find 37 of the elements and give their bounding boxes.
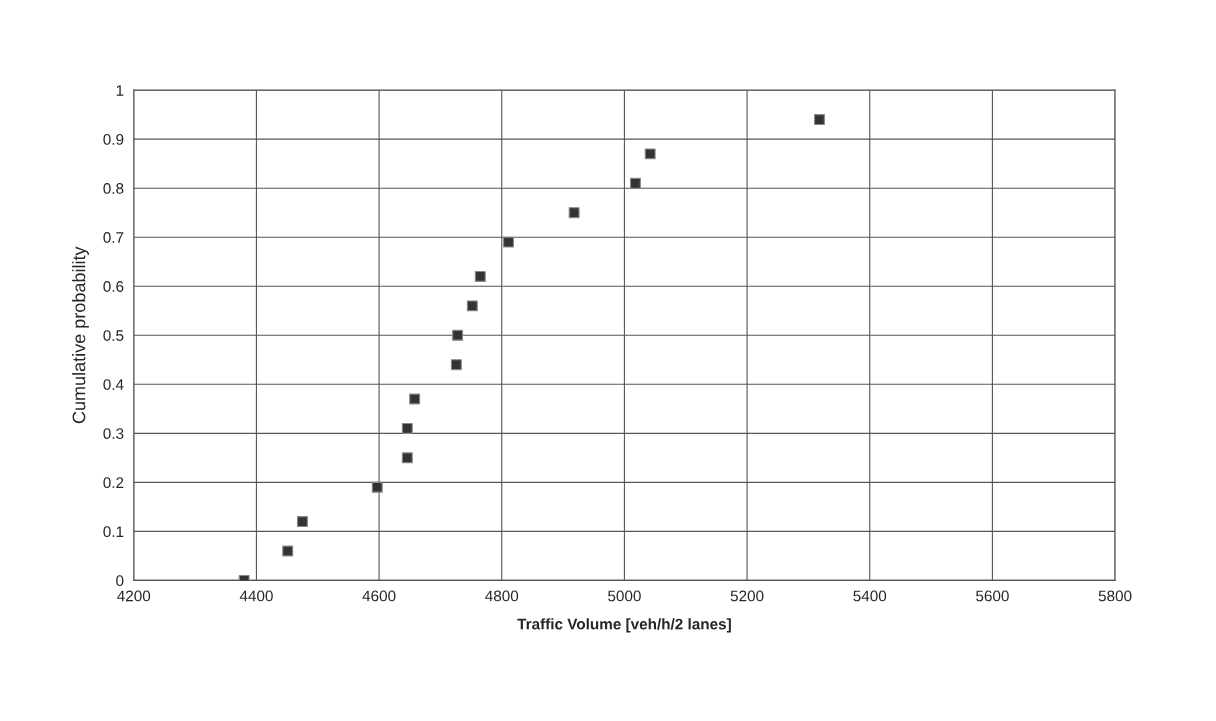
y-tick-label: 0.5: [103, 330, 124, 341]
y-tick-label: 1: [116, 85, 124, 96]
y-tick-label: 0.2: [103, 477, 124, 489]
point: [401, 422, 413, 434]
point: [282, 545, 294, 557]
y-tick-label: 0.4: [103, 379, 124, 390]
x-tick-label: 4400: [239, 590, 273, 602]
x-tick-label: 5600: [976, 590, 1009, 602]
y-tick-label: 0.9: [103, 134, 124, 145]
point: [813, 114, 825, 126]
x-tick-label: 4800: [485, 590, 519, 602]
x-tick-label: 5000: [608, 590, 641, 602]
x-tick-label: 5200: [730, 590, 764, 602]
point: [296, 516, 308, 528]
y-tick-label: 0.8: [103, 183, 124, 194]
point: [474, 270, 486, 282]
y-axis-title: Cumulative probability: [72, 246, 89, 424]
x-tick-label: 5800: [1098, 590, 1132, 602]
point: [503, 236, 514, 248]
x-axis-title: Traffic Volume [veh/h/2 lanes]: [517, 618, 731, 633]
point: [452, 329, 464, 341]
y-tick-label: 0.6: [103, 281, 124, 292]
point: [450, 359, 462, 371]
x-tick-label: 5400: [853, 590, 887, 602]
point: [644, 148, 656, 160]
point: [629, 177, 641, 189]
point: [371, 481, 383, 493]
point: [409, 393, 421, 405]
y-tick-label: 0.3: [103, 428, 124, 440]
x-tick-label: 4200: [117, 590, 151, 602]
y-tick-label: 0.7: [103, 232, 124, 243]
y-tick-label: 0: [116, 575, 124, 587]
point: [466, 300, 478, 312]
point: [401, 452, 413, 464]
y-tick-label: 0.1: [103, 526, 124, 538]
point: [568, 207, 580, 219]
x-tick-label: 4600: [362, 590, 396, 602]
